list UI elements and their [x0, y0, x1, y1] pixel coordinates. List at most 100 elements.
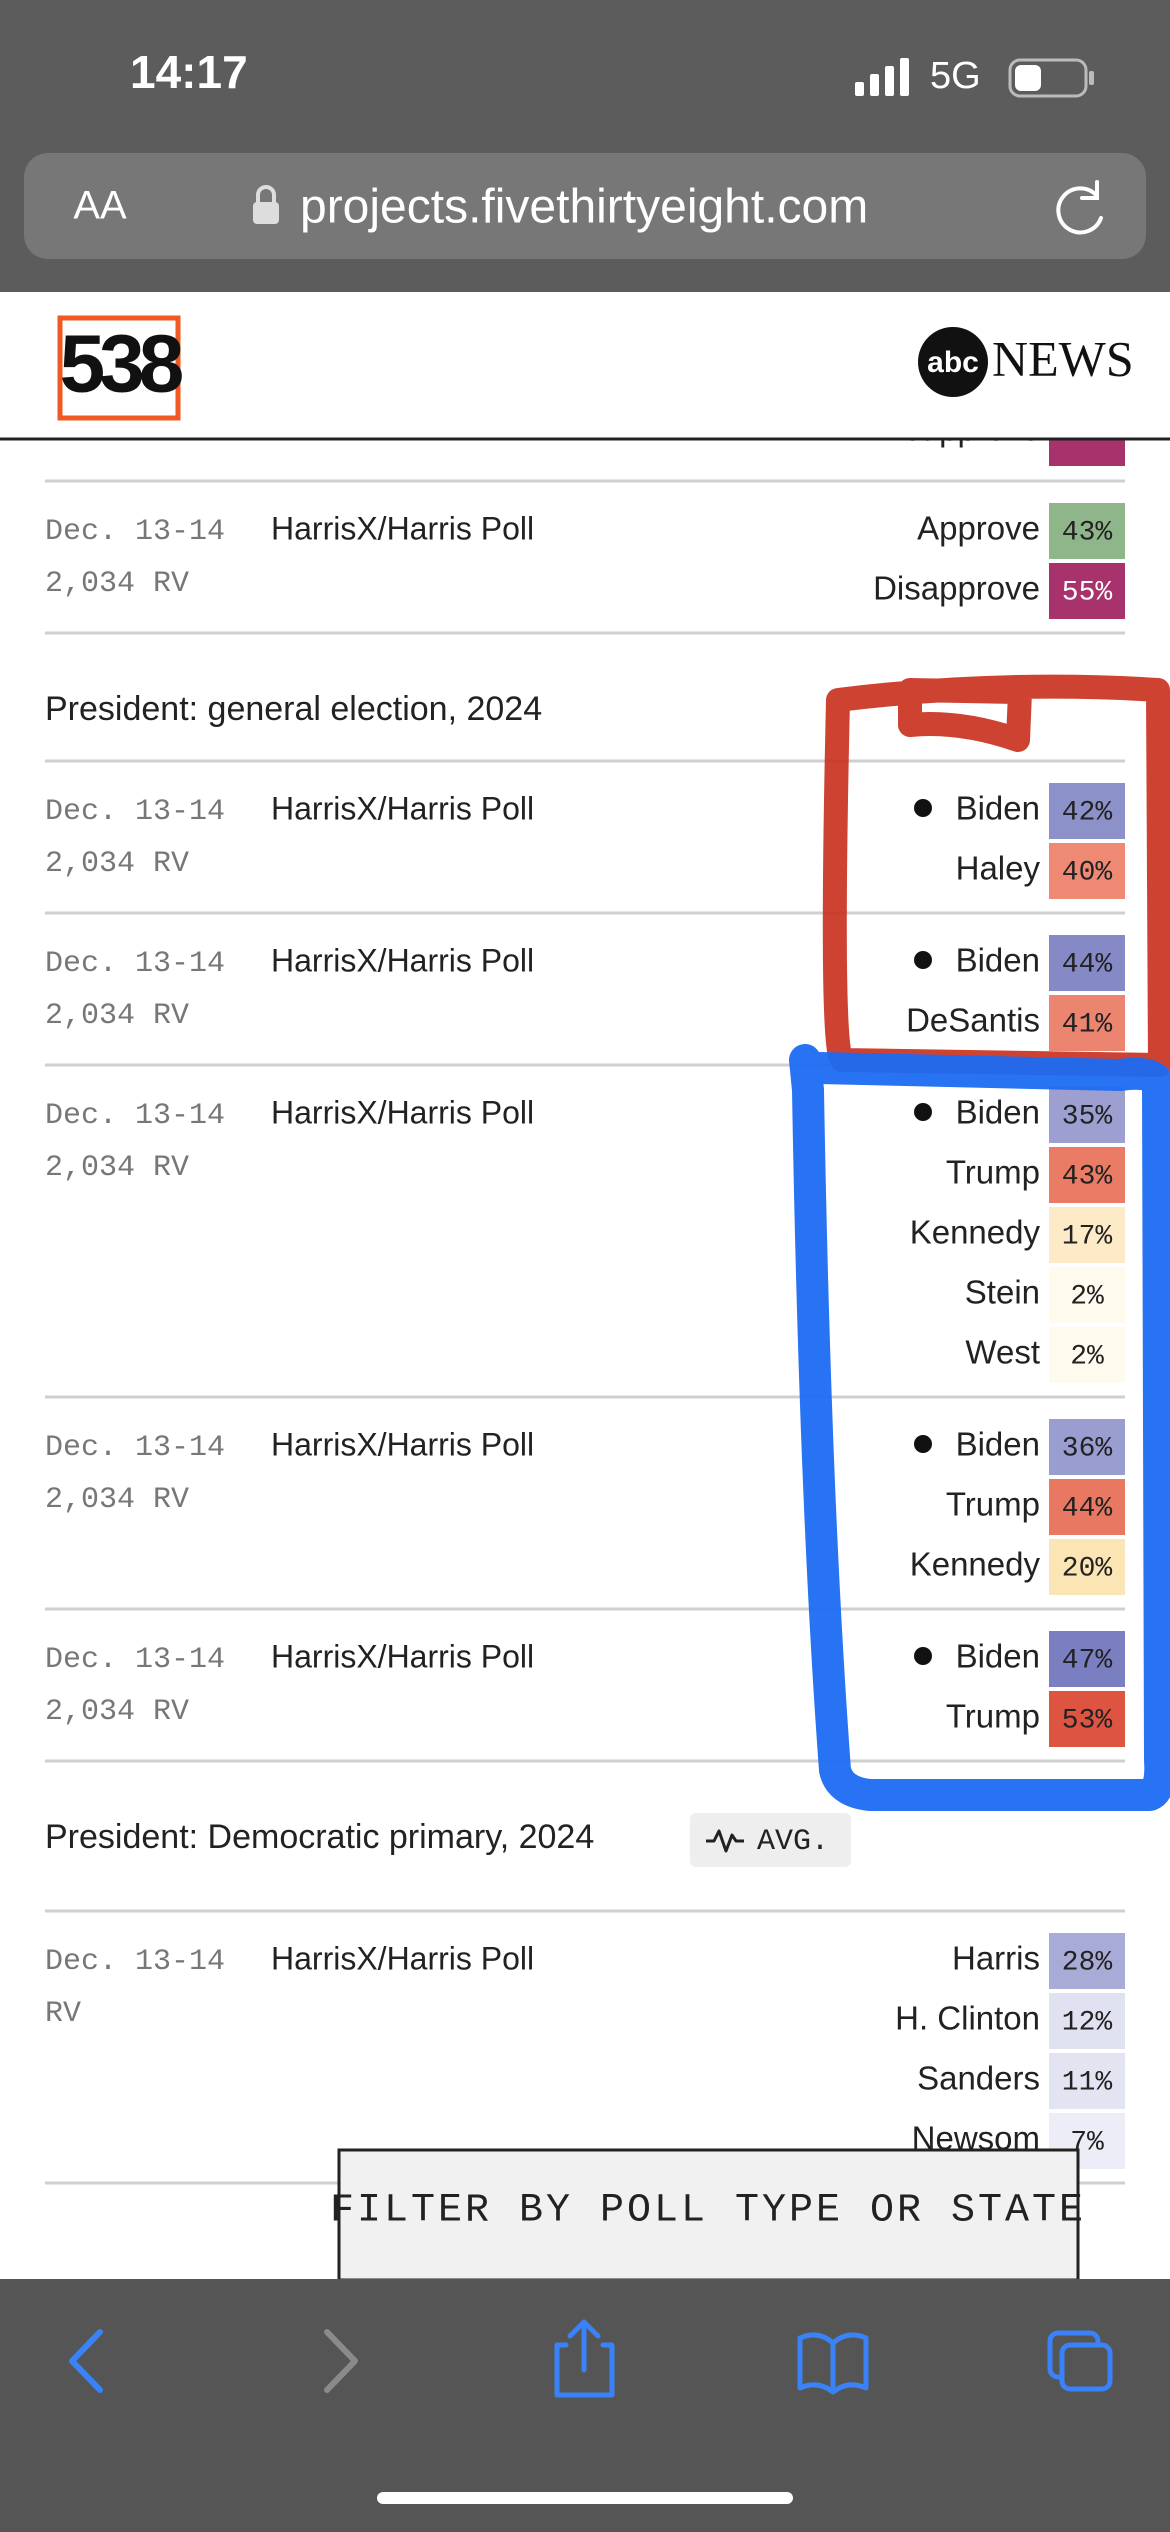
- network-label: 5G: [930, 55, 981, 97]
- result-box: [1049, 1691, 1125, 1747]
- pollster: HarrisX/Harris Poll: [271, 1940, 534, 1976]
- result-value: 35%: [1062, 1101, 1113, 1132]
- result-box: [1049, 563, 1125, 619]
- result-value: 17%: [1062, 1221, 1113, 1252]
- blue-annotation: [789, 1044, 1170, 1811]
- abc-news-logo[interactable]: abc NEWS: [918, 327, 1134, 397]
- news-mark[interactable]: NEWS: [992, 330, 1134, 386]
- leader-dot: [914, 799, 932, 817]
- answer-label: Kennedy: [910, 1214, 1041, 1251]
- poll-sample: 2,034 RV: [45, 1151, 189, 1185]
- pollster: HarrisX/Harris Poll: [271, 1638, 534, 1674]
- lock-icon: [253, 185, 279, 224]
- answer-label: Biden: [956, 1426, 1040, 1463]
- poll-sample: RV: [45, 1997, 81, 2031]
- back-button[interactable]: [69, 2329, 103, 2393]
- poll-dates: Dec. 13-14: [45, 947, 225, 981]
- result-box: [1049, 1207, 1125, 1263]
- home-indicator: [377, 2492, 793, 2504]
- filter-button-box[interactable]: [337, 2148, 1080, 2282]
- result-value: 20%: [1062, 1553, 1113, 1584]
- share-button[interactable]: [554, 2319, 615, 2398]
- result-box: [1049, 503, 1125, 559]
- result-box: [1049, 843, 1125, 899]
- poll-dates: Dec. 13-14: [45, 1945, 225, 1979]
- battery-icon: [1008, 58, 1094, 98]
- result-value: 47%: [1062, 1645, 1113, 1676]
- result-box: [1049, 1147, 1125, 1203]
- poll-sample: 2,034 RV: [45, 1483, 189, 1517]
- result-value: 28%: [1062, 1947, 1113, 1978]
- result-box: [1049, 1479, 1125, 1535]
- answer-label: Biden: [956, 790, 1040, 827]
- answer-label: H. Clinton: [895, 2000, 1040, 2037]
- filter-button[interactable]: FILTER BY POLL TYPE OR STATE: [330, 2148, 1086, 2282]
- answer-label: DeSantis: [906, 1002, 1040, 1039]
- result-box: [1049, 1993, 1125, 2049]
- poll-dates: Dec. 13-14: [45, 1431, 225, 1465]
- result-box: [1049, 783, 1125, 839]
- address-bar[interactable]: [24, 153, 1146, 259]
- result-value: 41%: [1062, 1009, 1113, 1040]
- poll-dates: Dec. 13-14: [45, 1643, 225, 1677]
- avg-badge: [690, 1813, 851, 1867]
- result-value: 42%: [1062, 797, 1113, 828]
- answer-label: Stein: [965, 1274, 1040, 1311]
- answer-label: Harris: [952, 1940, 1040, 1977]
- abc-mark[interactable]: abc: [927, 346, 979, 379]
- leader-dot: [914, 1103, 932, 1121]
- result-box: [1049, 1267, 1125, 1323]
- result-value: 53%: [1062, 1705, 1113, 1736]
- logo-text[interactable]: 538: [60, 319, 189, 410]
- result-value: 2%: [1070, 1341, 1104, 1372]
- answer-label: Kennedy: [910, 1546, 1041, 1583]
- result-value: 40%: [1062, 857, 1113, 888]
- result-box: [1049, 995, 1125, 1051]
- result-value: 43%: [1062, 1161, 1113, 1192]
- answer-label: Biden: [956, 942, 1040, 979]
- url[interactable]: projects.fivethirtyeight.com: [300, 181, 868, 234]
- poll-sample: 2,034 RV: [45, 567, 189, 601]
- result-box: [1049, 1631, 1125, 1687]
- result-value: 43%: [1062, 517, 1113, 548]
- logo-frame[interactable]: [57, 315, 181, 421]
- answer-label: West: [965, 1334, 1040, 1371]
- logo[interactable]: 538: [57, 315, 189, 421]
- answer-label: Haley: [956, 850, 1041, 887]
- answer-label: Trump: [946, 1698, 1040, 1735]
- poll-sample: 2,034 RV: [45, 1695, 189, 1729]
- pollster: HarrisX/Harris Poll: [271, 1426, 534, 1462]
- section-title: President: general election, 2024: [45, 690, 542, 728]
- abc-circle[interactable]: [918, 327, 988, 397]
- result-value: 44%: [1062, 949, 1113, 980]
- section-title: President: Democratic primary, 2024: [45, 1818, 594, 1856]
- result-value: 44%: [1062, 1493, 1113, 1524]
- poll-sample: 2,034 RV: [45, 847, 189, 881]
- leader-dot: [914, 1435, 932, 1453]
- answer-label: Trump: [946, 1154, 1040, 1191]
- result-box: [1049, 1419, 1125, 1475]
- result-value: 12%: [1062, 2007, 1113, 2038]
- answer-label: Disapprove: [873, 570, 1040, 607]
- poll-dates: Dec. 13-14: [45, 1099, 225, 1133]
- filter-button-label[interactable]: FILTER BY POLL TYPE OR STATE: [330, 2189, 1086, 2234]
- bookmarks-button[interactable]: [797, 2332, 869, 2395]
- answer-label: Sanders: [917, 2060, 1040, 2097]
- tabs-button[interactable]: [1047, 2330, 1113, 2392]
- leader-dot: [914, 951, 932, 969]
- poll-dates: Dec. 13-14: [45, 515, 225, 549]
- result-value: 55%: [1062, 577, 1113, 608]
- forward-button[interactable]: [324, 2329, 358, 2393]
- pollster: HarrisX/Harris Poll: [271, 1094, 534, 1130]
- answer-label: Approve: [917, 510, 1040, 547]
- text-size-button[interactable]: AA: [73, 184, 127, 228]
- result-value: 2%: [1070, 1281, 1104, 1312]
- answer-label: Biden: [956, 1094, 1040, 1131]
- leader-dot: [914, 1647, 932, 1665]
- poll-sample: 2,034 RV: [45, 999, 189, 1033]
- result-box: [1049, 935, 1125, 991]
- pollster: HarrisX/Harris Poll: [271, 790, 534, 826]
- signal-icon: [855, 58, 909, 96]
- reload-icon[interactable]: [1056, 180, 1103, 235]
